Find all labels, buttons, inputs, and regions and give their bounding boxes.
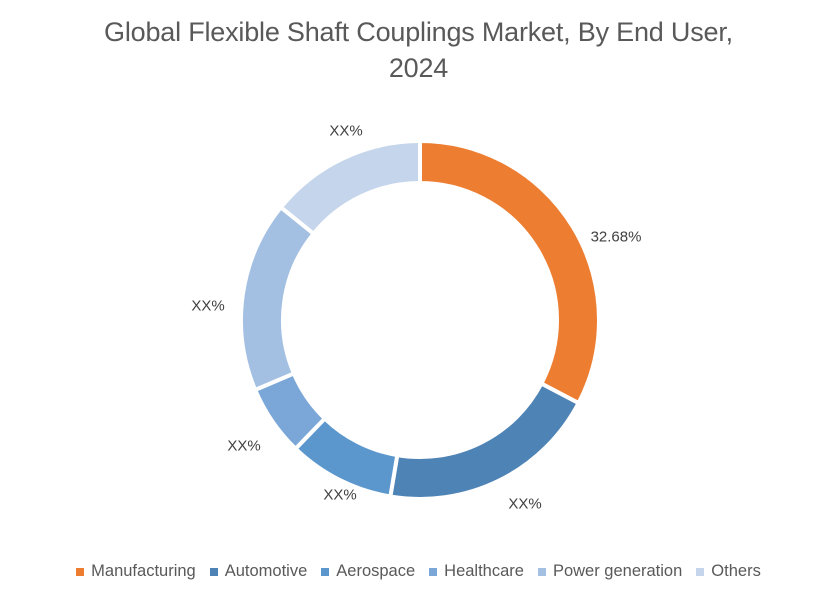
legend-swatch-icon [429, 567, 438, 576]
data-label-healthcare: XX% [227, 437, 261, 455]
legend-label: Power generation [552, 562, 683, 580]
donut-segments [239, 138, 601, 501]
donut-segment-automotive[interactable] [388, 380, 582, 501]
donut-segment-manufacturing[interactable] [418, 138, 601, 406]
legend-item-automotive[interactable]: Automotive [209, 562, 308, 581]
legend-item-aerospace[interactable]: Aerospace [321, 562, 415, 581]
data-label-power-generation: XX% [191, 297, 225, 315]
legend-label: Healthcare [444, 562, 524, 580]
data-label-automotive: XX% [508, 495, 542, 513]
legend-swatch-icon [209, 567, 218, 576]
legend-item-power-generation[interactable]: Power generation [537, 562, 683, 581]
legend-label: Manufacturing [91, 562, 196, 580]
legend-label: Aerospace [336, 562, 416, 580]
legend-label: Others [711, 562, 761, 580]
legend-label: Automotive [224, 562, 308, 580]
legend-swatch-icon [76, 567, 85, 576]
legend-item-manufacturing[interactable]: Manufacturing [76, 562, 196, 581]
chart-title-line-2: 2024 [388, 53, 449, 83]
data-label-aerospace: XX% [323, 486, 357, 504]
legend-item-healthcare[interactable]: Healthcare [429, 562, 524, 581]
legend-swatch-icon [537, 567, 546, 576]
legend-swatch-icon [696, 567, 705, 576]
data-label-others: XX% [329, 122, 363, 140]
chart-legend: Manufacturing Automotive Aerospace Healt… [0, 562, 837, 581]
data-label-manufacturing: 32.68% [590, 228, 642, 246]
chart-title-line-1: Global Flexible Shaft Couplings Market, … [104, 17, 733, 47]
donut-segment-power-generation[interactable] [239, 204, 317, 393]
chart-title: Global Flexible Shaft Couplings Market, … [0, 14, 837, 86]
legend-swatch-icon [321, 567, 330, 576]
legend-item-others[interactable]: Others [696, 562, 761, 581]
donut-segment-others[interactable] [278, 138, 422, 237]
